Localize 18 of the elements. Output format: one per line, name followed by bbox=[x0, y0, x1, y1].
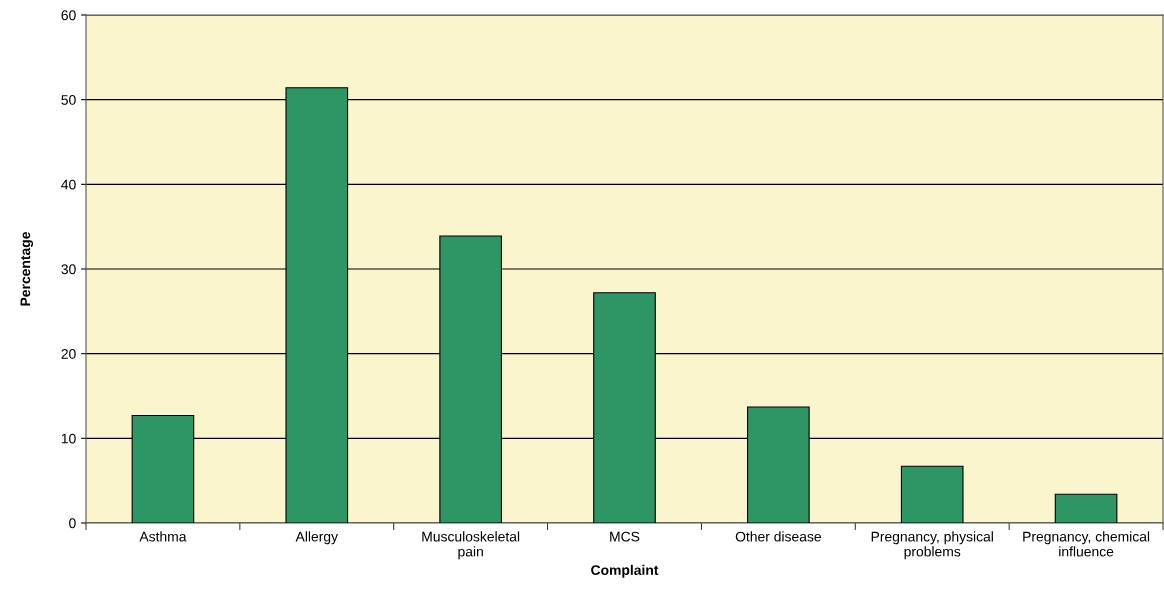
y-tick-label: 40 bbox=[61, 179, 76, 190]
y-tick-label: 30 bbox=[61, 264, 76, 275]
x-tick-label: Asthma bbox=[139, 531, 187, 542]
x-tick-label: Allergy bbox=[295, 531, 338, 545]
y-axis-title: Percentage bbox=[20, 232, 34, 306]
bar bbox=[900, 465, 964, 523]
x-tick-label: Other disease bbox=[735, 531, 821, 542]
y-tick-label: 0 bbox=[69, 518, 76, 529]
y-tick-label: 50 bbox=[61, 95, 76, 105]
x-tick-label: Pregnancy, chemical influence bbox=[1023, 531, 1150, 557]
x-tick-label: Musculoskeletal pain bbox=[422, 531, 520, 560]
x-axis-title: Complaint bbox=[591, 564, 659, 578]
x-tick-label: Pregnancy, physical problems bbox=[871, 531, 993, 560]
y-tick-label: 20 bbox=[61, 349, 76, 359]
y-tick-label: 10 bbox=[61, 433, 76, 444]
x-tick-label: MCS bbox=[610, 531, 640, 542]
bar bbox=[1054, 493, 1118, 523]
y-tick-label: 60 bbox=[61, 10, 76, 21]
